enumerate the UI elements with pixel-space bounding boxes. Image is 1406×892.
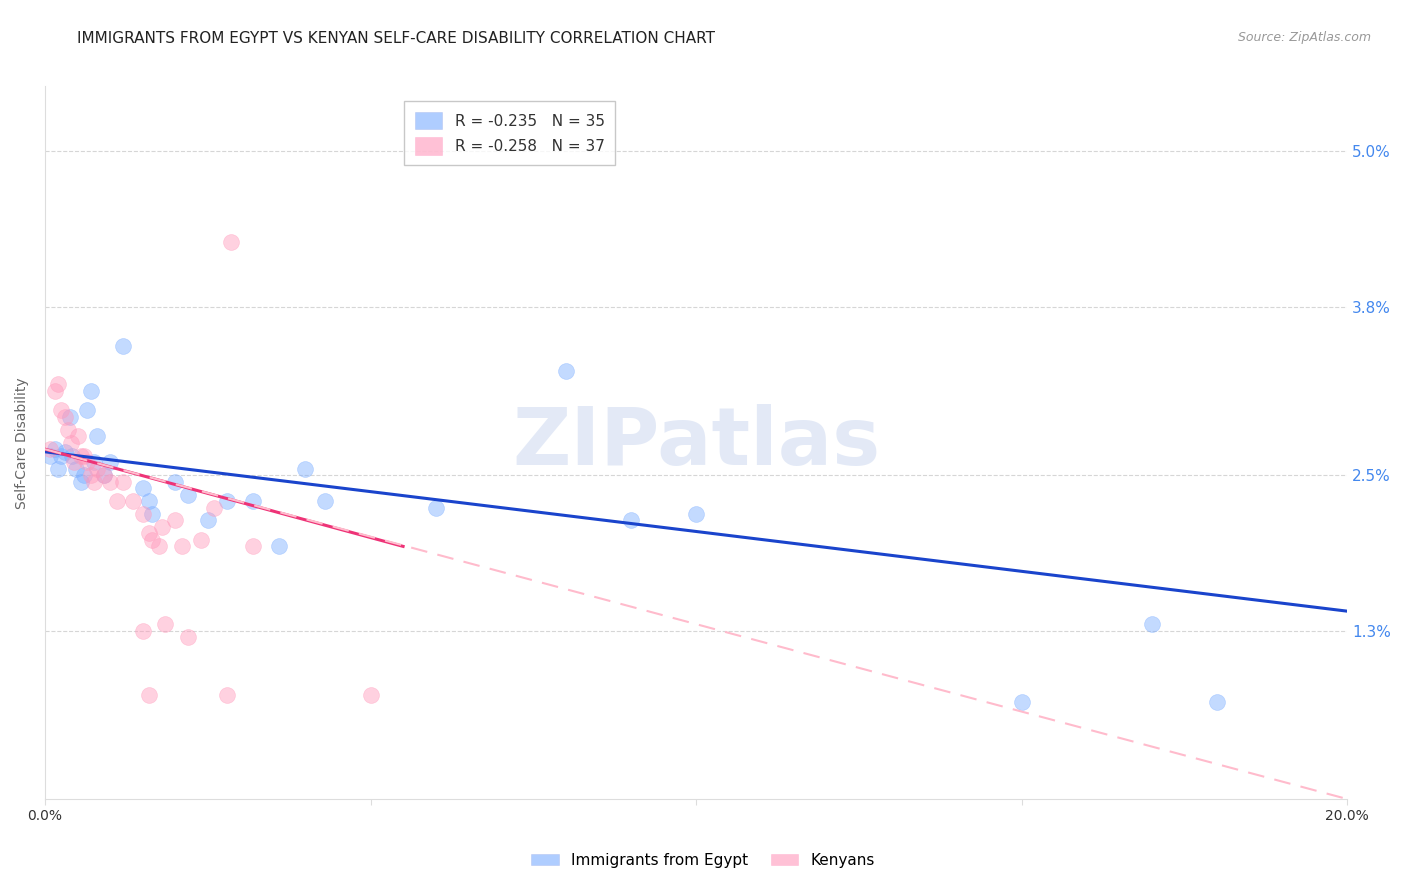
Point <box>51 403 73 417</box>
Point <box>98 475 121 489</box>
Point <box>112 338 135 352</box>
Point <box>44 384 66 398</box>
Point <box>1011 695 1033 709</box>
Point <box>165 513 187 527</box>
Point <box>93 468 115 483</box>
Point <box>63 455 86 469</box>
Point <box>65 461 87 475</box>
Point <box>219 235 242 249</box>
Point <box>242 494 264 508</box>
Point <box>79 468 101 483</box>
Point <box>83 455 105 469</box>
Point <box>197 513 219 527</box>
Text: IMMIGRANTS FROM EGYPT VS KENYAN SELF-CARE DISABILITY CORRELATION CHART: IMMIGRANTS FROM EGYPT VS KENYAN SELF-CAR… <box>77 31 716 46</box>
Text: Source: ZipAtlas.com: Source: ZipAtlas.com <box>1237 31 1371 45</box>
Point <box>46 461 69 475</box>
Point <box>554 364 576 378</box>
Point <box>86 429 108 443</box>
Point <box>51 449 73 463</box>
Point <box>60 449 83 463</box>
Point <box>190 533 212 547</box>
Point <box>39 442 62 457</box>
Point <box>177 487 200 501</box>
Point <box>112 475 135 489</box>
Point <box>39 449 62 463</box>
Point <box>59 409 82 424</box>
Point <box>425 500 447 515</box>
Point <box>98 455 121 469</box>
Point <box>217 494 239 508</box>
Point <box>131 481 153 495</box>
Point <box>73 468 96 483</box>
Point <box>83 475 105 489</box>
Point <box>105 494 128 508</box>
Point <box>53 409 76 424</box>
Point <box>66 429 89 443</box>
Point <box>148 540 170 554</box>
Point <box>141 533 163 547</box>
Point <box>131 507 153 521</box>
Y-axis label: Self-Care Disability: Self-Care Disability <box>15 377 30 508</box>
Point <box>76 403 98 417</box>
Point <box>76 455 98 469</box>
Point <box>79 384 101 398</box>
Point <box>122 494 145 508</box>
Legend: Immigrants from Egypt, Kenyans: Immigrants from Egypt, Kenyans <box>524 847 882 873</box>
Point <box>217 689 239 703</box>
Point <box>165 475 187 489</box>
Point <box>141 507 163 521</box>
Point <box>73 449 96 463</box>
Point <box>44 442 66 457</box>
Point <box>69 475 91 489</box>
Point <box>314 494 336 508</box>
Point <box>170 540 193 554</box>
Point <box>155 617 177 632</box>
Point <box>269 540 291 554</box>
Point <box>150 520 173 534</box>
Point <box>360 689 382 703</box>
Point <box>138 689 160 703</box>
Point <box>242 540 264 554</box>
Legend: R = -0.235   N = 35, R = -0.258   N = 37: R = -0.235 N = 35, R = -0.258 N = 37 <box>405 101 616 165</box>
Point <box>1140 617 1163 632</box>
Point <box>131 624 153 638</box>
Point <box>93 468 115 483</box>
Point <box>202 500 225 515</box>
Text: ZIPatlas: ZIPatlas <box>512 404 880 482</box>
Point <box>60 435 83 450</box>
Point <box>138 494 160 508</box>
Point <box>53 444 76 458</box>
Point <box>86 461 108 475</box>
Point <box>177 630 200 644</box>
Point <box>1206 695 1229 709</box>
Point <box>685 507 707 521</box>
Point <box>69 449 91 463</box>
Point <box>294 461 316 475</box>
Point <box>138 526 160 541</box>
Point <box>56 423 79 437</box>
Point <box>46 377 69 392</box>
Point <box>620 513 643 527</box>
